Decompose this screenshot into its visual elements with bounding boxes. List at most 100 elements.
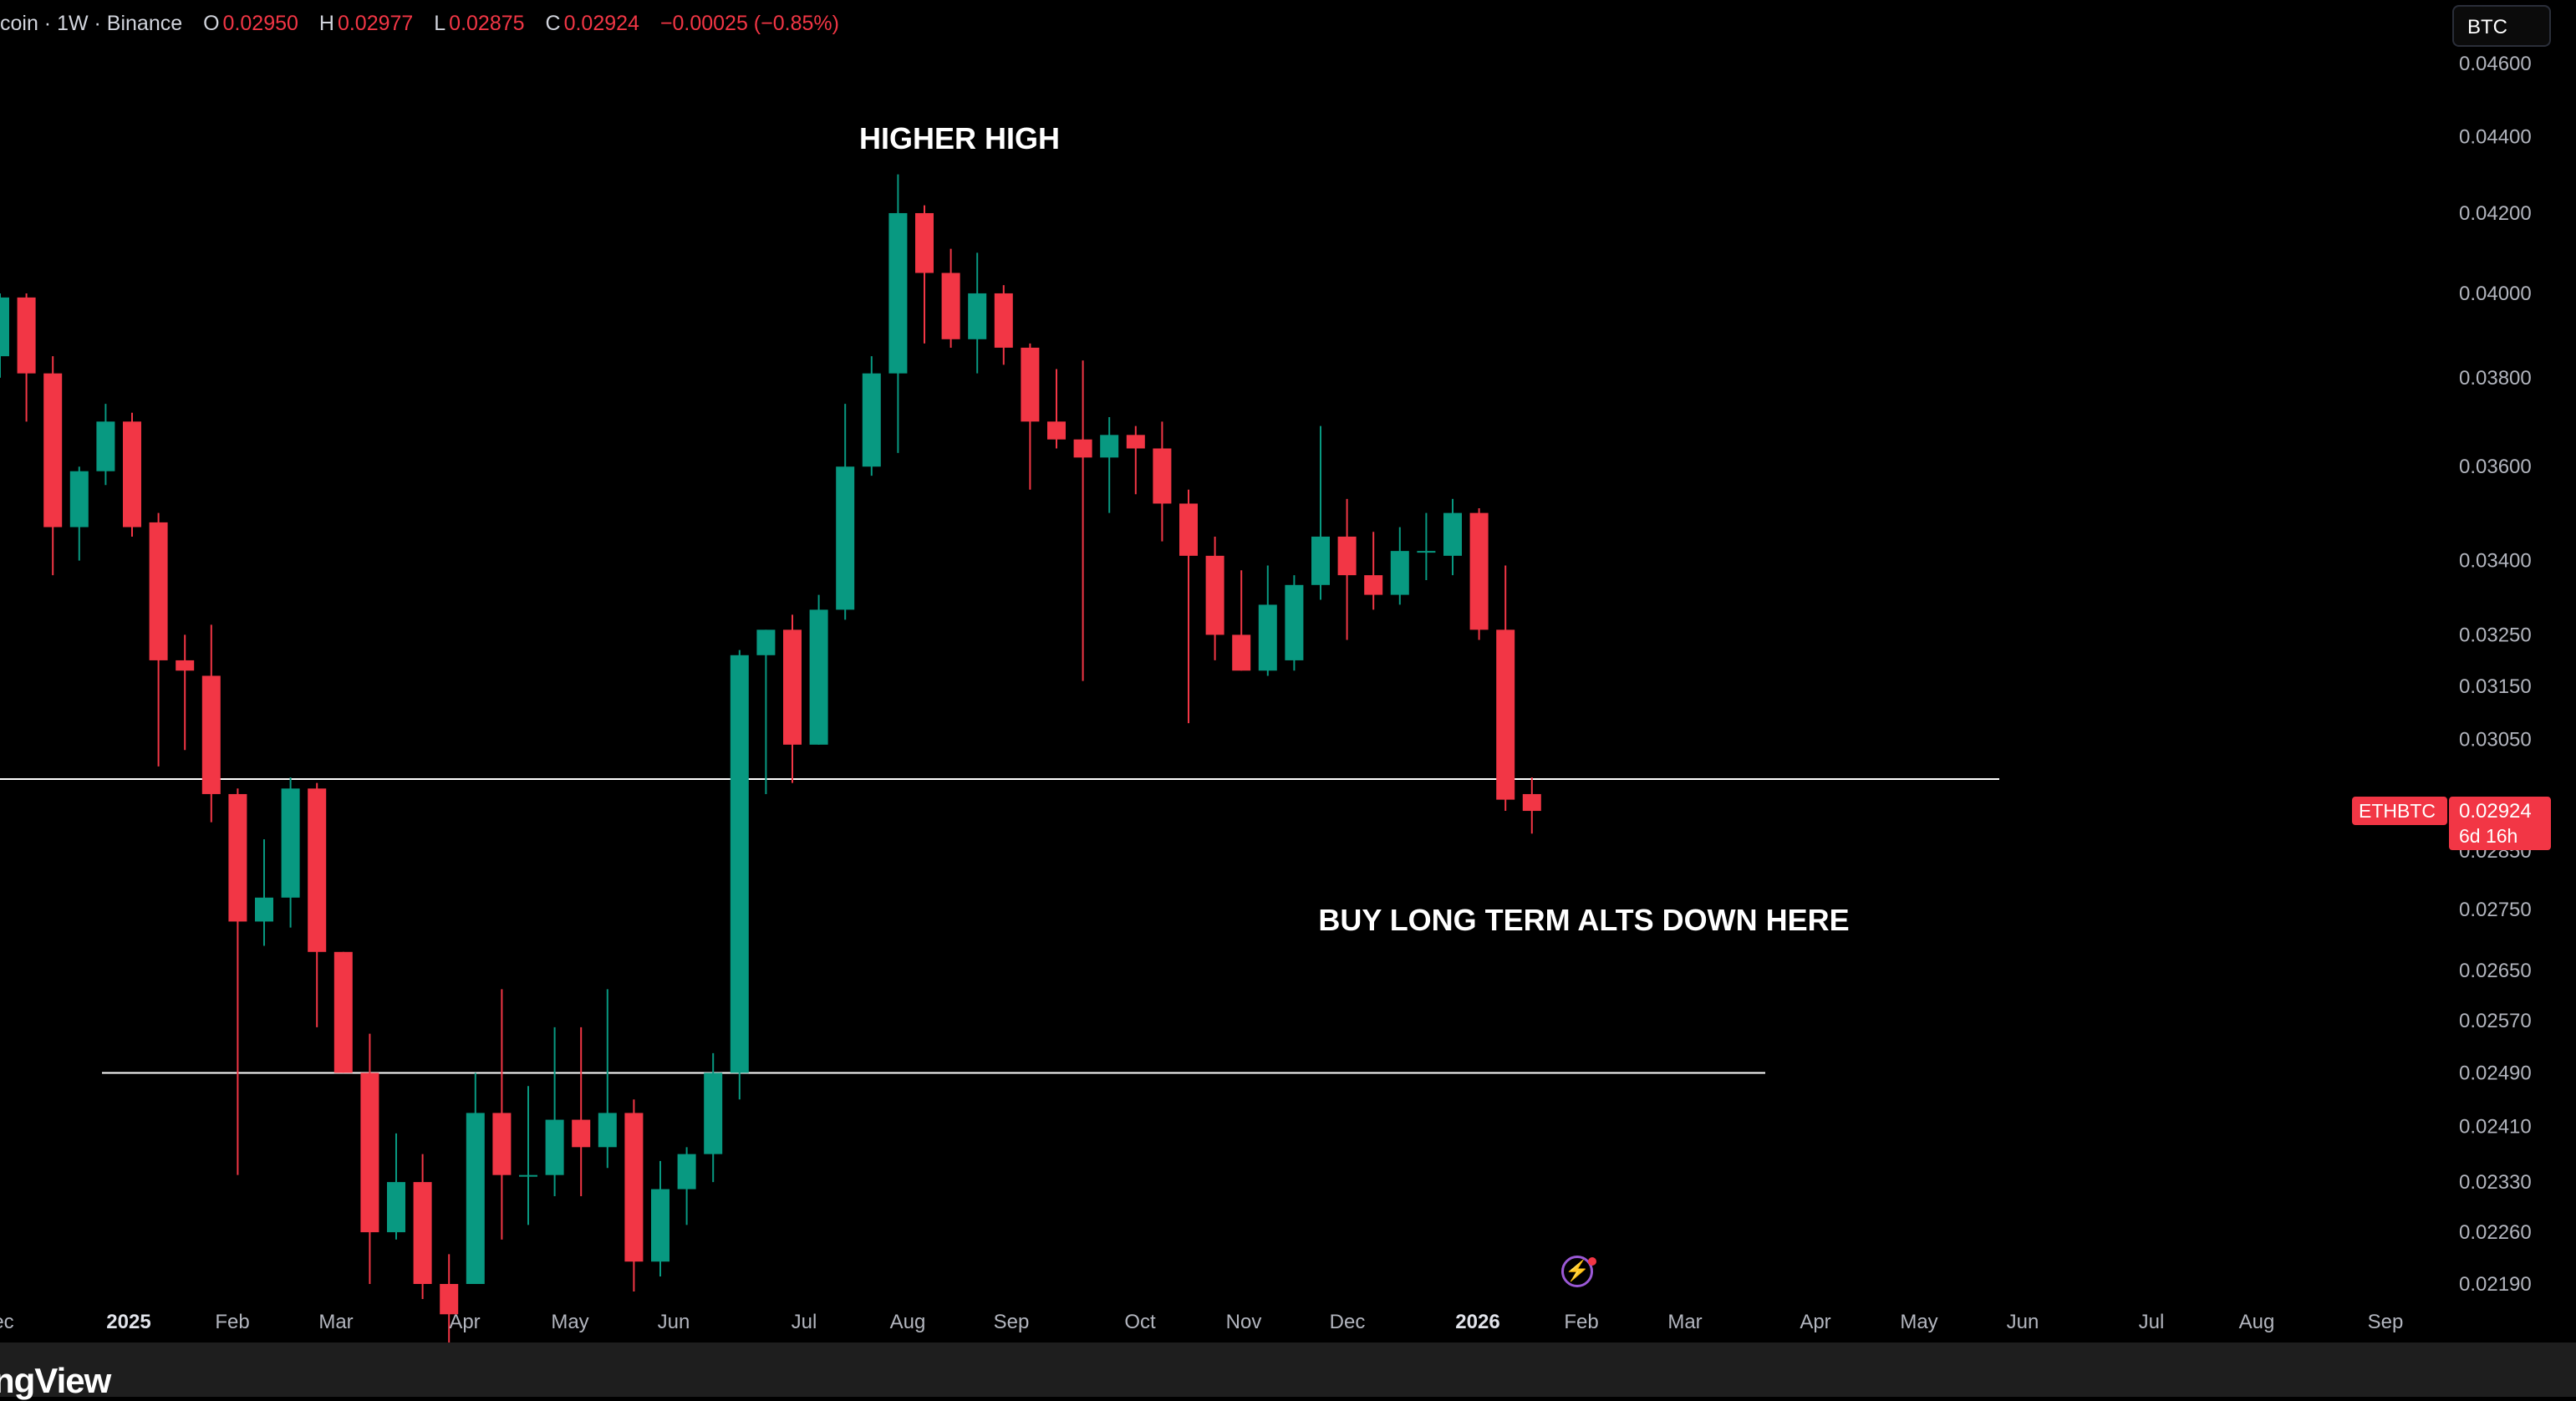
candle-body[interactable] bbox=[704, 1072, 723, 1154]
annotation-higher-high: HIGHER HIGH bbox=[859, 121, 1060, 155]
open-label: O bbox=[203, 12, 220, 35]
candle-body[interactable] bbox=[1153, 448, 1172, 504]
candle-body[interactable] bbox=[1285, 584, 1304, 660]
time-axis: ec 2025 Feb Mar Apr May Jun Jul Aug Sep Oct Nov Dec 2… bbox=[0, 1311, 2403, 1333]
candle-body[interactable] bbox=[572, 1119, 591, 1148]
x-tick-label: Dec bbox=[1330, 1311, 1366, 1333]
candle-body[interactable] bbox=[0, 297, 9, 357]
candle-body[interactable] bbox=[1443, 512, 1462, 556]
candle-body[interactable] bbox=[1522, 793, 1541, 812]
price-axis: 0.04600 0.04400 0.04200 0.04000 0.03800 0.036… bbox=[2352, 53, 2551, 1296]
candle-body[interactable] bbox=[43, 373, 63, 527]
low-label: L bbox=[434, 12, 446, 35]
annotation-buy-alts: BUY LONG TERM ALTS DOWN HERE bbox=[1318, 903, 1849, 937]
candle-body[interactable] bbox=[968, 293, 987, 339]
candle-body[interactable] bbox=[1021, 347, 1040, 422]
x-tick-label: Aug bbox=[890, 1311, 926, 1333]
y-tick-label: 0.02410 bbox=[2459, 1116, 2532, 1139]
candle-body[interactable] bbox=[624, 1113, 644, 1262]
candle-body[interactable] bbox=[1337, 536, 1357, 576]
low-value: 0.02875 bbox=[449, 12, 525, 35]
candle-body[interactable] bbox=[836, 466, 855, 610]
y-tick-label: 0.02650 bbox=[2459, 960, 2532, 982]
candle-body[interactable] bbox=[651, 1189, 669, 1262]
candle-body[interactable] bbox=[1469, 512, 1489, 630]
last-price-label: 0.02924 bbox=[2459, 800, 2532, 823]
y-tick-label: 0.03150 bbox=[2459, 675, 2532, 698]
x-tick-label: Feb bbox=[1564, 1311, 1598, 1333]
candle-body[interactable] bbox=[69, 471, 89, 527]
x-tick-label: Sep bbox=[994, 1311, 1030, 1333]
candle-body[interactable] bbox=[1417, 551, 1436, 553]
x-tick-label: Jul bbox=[2139, 1311, 2165, 1333]
horizontal-lines bbox=[0, 778, 1999, 1074]
candle-body[interactable] bbox=[440, 1284, 459, 1315]
candle-body[interactable] bbox=[888, 212, 908, 374]
candle-body[interactable] bbox=[783, 629, 802, 745]
candle-body[interactable] bbox=[941, 273, 960, 339]
candle-body[interactable] bbox=[519, 1174, 537, 1177]
candle-body[interactable] bbox=[492, 1113, 512, 1175]
high-label: H bbox=[318, 12, 334, 35]
x-tick-label: ec bbox=[0, 1311, 14, 1333]
candle-body[interactable] bbox=[809, 609, 828, 745]
candle-body[interactable] bbox=[96, 421, 115, 471]
x-tick-label: 2026 bbox=[1455, 1311, 1499, 1333]
symbol-label: coin · 1W · Binance bbox=[0, 12, 183, 35]
candle-body[interactable] bbox=[756, 629, 776, 655]
candle-body[interactable] bbox=[1073, 439, 1092, 458]
candle-body[interactable] bbox=[1232, 634, 1251, 671]
candle-body[interactable] bbox=[201, 675, 221, 794]
candle-body[interactable] bbox=[387, 1182, 405, 1233]
candle-body[interactable] bbox=[1179, 503, 1198, 556]
candle-body[interactable] bbox=[1311, 536, 1330, 585]
y-tick-label: 0.02490 bbox=[2459, 1062, 2532, 1084]
y-tick-label: 0.02330 bbox=[2459, 1171, 2532, 1194]
candle-body[interactable] bbox=[677, 1154, 696, 1190]
candle-body[interactable] bbox=[994, 293, 1013, 348]
candle-body[interactable] bbox=[281, 788, 300, 898]
currency-button[interactable]: BTC bbox=[2452, 5, 2551, 47]
candle-body[interactable] bbox=[228, 793, 247, 922]
candlestick-chart[interactable]: 0.04600 0.04400 0.04200 0.04000 0.03800 0.036… bbox=[0, 0, 2576, 1342]
tradingview-logo: ngView bbox=[0, 1361, 111, 1400]
candle-body[interactable] bbox=[545, 1119, 564, 1175]
candle-body[interactable] bbox=[333, 951, 353, 1073]
candle-body[interactable] bbox=[1364, 575, 1383, 595]
candle-body[interactable] bbox=[915, 212, 934, 273]
candle-body[interactable] bbox=[1205, 555, 1224, 635]
y-tick-label: 0.03600 bbox=[2459, 456, 2532, 478]
close-value: 0.02924 bbox=[563, 12, 639, 35]
candle-body[interactable] bbox=[413, 1182, 432, 1284]
x-tick-label: Oct bbox=[1124, 1311, 1156, 1333]
candle-body[interactable] bbox=[255, 897, 273, 922]
x-tick-label: Aug bbox=[2239, 1311, 2275, 1333]
footer-bar: ngView bbox=[0, 1342, 2576, 1400]
candle-body[interactable] bbox=[360, 1072, 379, 1233]
candle-body[interactable] bbox=[308, 788, 327, 952]
lightning-icon[interactable]: ⚡ bbox=[1561, 1256, 1593, 1287]
candle-body[interactable] bbox=[730, 655, 749, 1073]
y-tick-label: 0.03050 bbox=[2459, 728, 2532, 751]
candle-body[interactable] bbox=[1390, 551, 1409, 595]
candle-body[interactable] bbox=[1496, 629, 1515, 800]
x-tick-label: Sep bbox=[2368, 1311, 2404, 1333]
candle-body[interactable] bbox=[17, 297, 36, 374]
candle-body[interactable] bbox=[1258, 604, 1277, 671]
candle-body[interactable] bbox=[466, 1113, 485, 1284]
candle-body[interactable] bbox=[1100, 435, 1119, 458]
y-tick-label: 0.04600 bbox=[2459, 53, 2532, 75]
candle-body[interactable] bbox=[862, 373, 881, 467]
candle-body[interactable] bbox=[1047, 421, 1066, 440]
candle-body[interactable] bbox=[1126, 435, 1145, 449]
candle-body[interactable] bbox=[123, 421, 141, 527]
candle-body[interactable] bbox=[176, 660, 195, 671]
candle-body[interactable] bbox=[149, 522, 168, 660]
candle-body[interactable] bbox=[598, 1113, 617, 1148]
symbol-tag-label: ETHBTC bbox=[2359, 800, 2436, 822]
y-tick-label: 0.04200 bbox=[2459, 202, 2532, 225]
y-tick-label: 0.03800 bbox=[2459, 367, 2532, 390]
x-tick-label: Feb bbox=[215, 1311, 249, 1333]
y-tick-label: 0.04400 bbox=[2459, 125, 2532, 148]
candles bbox=[0, 174, 1541, 1342]
